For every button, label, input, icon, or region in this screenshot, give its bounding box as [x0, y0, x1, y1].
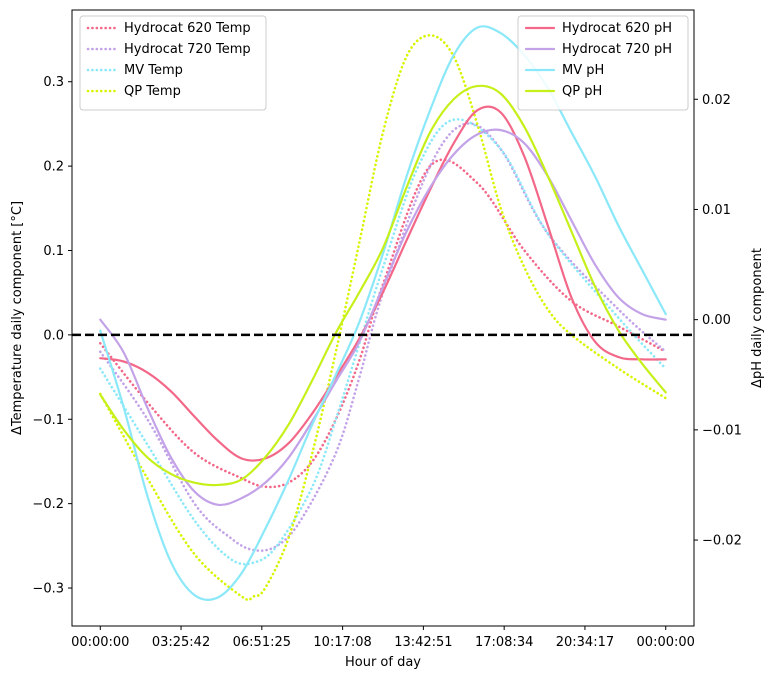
y-left-tick-label: 0.1	[43, 244, 64, 259]
legend-label-mv-temp: MV Temp	[124, 63, 183, 78]
y-right-axis-label: ΔpH daily component	[750, 248, 765, 388]
series-line-qp-ph	[99, 84, 667, 487]
legend-right: Hydrocat 620 pH Hydrocat 720 pH MV pH QP pH	[517, 15, 689, 111]
y-left-tick-label: −0.1	[32, 413, 64, 428]
series-line-mv-ph	[99, 25, 667, 601]
x-tick-label: 17:08:34	[475, 635, 533, 650]
y-right-tick-label: 0.00	[702, 313, 731, 328]
x-tick-label: 00:00:00	[71, 635, 129, 650]
y-left-tick-label: 0.0	[43, 328, 64, 343]
y-right-tick-label: −0.02	[702, 534, 742, 549]
y-left-tick-label: −0.3	[32, 582, 64, 597]
y-left-tick-label: −0.2	[32, 497, 64, 512]
legend-label-qp-ph: QP pH	[562, 84, 602, 99]
legend-label-qp-temp: QP Temp	[124, 84, 181, 99]
y-left-axis-label: ΔTemperature daily component [°C]	[10, 201, 25, 435]
legend-label-mv-ph: MV pH	[562, 63, 604, 78]
series-line-hydrocat-720-ph	[99, 128, 667, 507]
x-tick-label: 03:25:42	[152, 635, 210, 650]
series-line-qp-temp	[98, 34, 668, 602]
y-left-tick-label: 0.3	[43, 75, 64, 90]
lines-layer	[98, 25, 668, 602]
series-line-hydrocat-620-temp	[98, 158, 668, 489]
x-tick-label: 10:17:08	[313, 635, 371, 650]
y-left-tick-label: 0.2	[43, 160, 64, 175]
x-tick-label: 00:00:00	[637, 635, 695, 650]
y-right-tick-label: −0.01	[702, 423, 742, 438]
x-axis-label: Hour of day	[345, 655, 421, 670]
legend-label-hydrocat-720-ph: Hydrocat 720 pH	[562, 42, 672, 57]
plot-frame	[71, 9, 695, 627]
series-line-hydrocat-620-ph	[99, 105, 667, 462]
x-tick-label: 20:34:17	[556, 635, 614, 650]
series-line-mv-temp	[98, 118, 668, 566]
legend-left: Hydrocat 620 Temp Hydrocat 720 Temp MV Tem…	[79, 15, 267, 111]
legend-label-hydrocat-620-ph: Hydrocat 620 pH	[562, 21, 672, 36]
y-right-tick-label: 0.01	[702, 203, 731, 218]
y-right-tick-label: 0.02	[702, 93, 731, 108]
legend-label-hydrocat-620-temp: Hydrocat 620 Temp	[124, 21, 251, 36]
legend-right-box	[517, 15, 689, 111]
ticks-layer: 00:00:00 03:25:42 06:51:25 10:17:08 13:42:51…	[32, 75, 741, 650]
legend-label-hydrocat-720-temp: Hydrocat 720 Temp	[124, 42, 251, 57]
x-tick-label: 06:51:25	[233, 635, 291, 650]
legend-left-box	[79, 15, 267, 111]
x-tick-label: 13:42:51	[394, 635, 452, 650]
